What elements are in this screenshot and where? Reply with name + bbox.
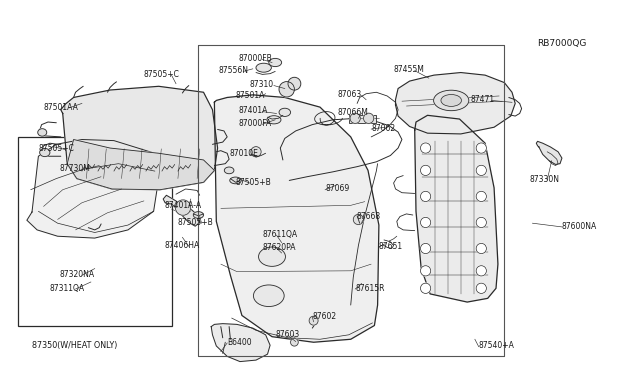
Circle shape bbox=[420, 283, 431, 294]
Text: 87730M: 87730M bbox=[60, 164, 90, 173]
Text: 87651: 87651 bbox=[379, 242, 403, 251]
Text: 87066M: 87066M bbox=[338, 108, 369, 117]
Text: 87501A: 87501A bbox=[236, 92, 265, 100]
Text: 87505+C: 87505+C bbox=[38, 144, 74, 153]
Circle shape bbox=[420, 243, 431, 254]
Text: 87330N: 87330N bbox=[530, 175, 560, 184]
Text: 87471: 87471 bbox=[470, 95, 495, 104]
Polygon shape bbox=[163, 195, 200, 226]
Text: 87063: 87063 bbox=[338, 90, 362, 99]
Text: 87311QA: 87311QA bbox=[50, 284, 85, 293]
Ellipse shape bbox=[279, 108, 291, 116]
Ellipse shape bbox=[441, 94, 461, 106]
Ellipse shape bbox=[225, 167, 234, 174]
Polygon shape bbox=[536, 141, 562, 164]
Circle shape bbox=[420, 191, 431, 202]
Circle shape bbox=[291, 339, 298, 346]
Circle shape bbox=[420, 165, 431, 176]
Circle shape bbox=[175, 200, 191, 215]
Text: 87000FB: 87000FB bbox=[238, 54, 272, 63]
Ellipse shape bbox=[193, 212, 204, 218]
Circle shape bbox=[420, 143, 431, 153]
Ellipse shape bbox=[40, 148, 50, 157]
Text: 87501AA: 87501AA bbox=[44, 103, 78, 112]
Ellipse shape bbox=[259, 247, 285, 266]
Text: 87505+C: 87505+C bbox=[144, 70, 180, 79]
Text: 87455M: 87455M bbox=[394, 65, 424, 74]
Text: 87603: 87603 bbox=[275, 330, 300, 339]
Polygon shape bbox=[27, 140, 159, 238]
Circle shape bbox=[364, 113, 374, 124]
Polygon shape bbox=[396, 73, 515, 134]
Polygon shape bbox=[415, 115, 498, 302]
Text: 87310: 87310 bbox=[250, 80, 274, 89]
Circle shape bbox=[476, 283, 486, 294]
Text: 87602: 87602 bbox=[312, 312, 337, 321]
Polygon shape bbox=[67, 140, 214, 190]
Circle shape bbox=[476, 243, 486, 254]
Circle shape bbox=[353, 214, 364, 225]
Text: B6400: B6400 bbox=[227, 338, 252, 347]
Text: 87611QA: 87611QA bbox=[262, 230, 298, 239]
Ellipse shape bbox=[38, 129, 47, 136]
Text: 87000FA: 87000FA bbox=[238, 119, 271, 128]
Circle shape bbox=[476, 266, 486, 276]
Ellipse shape bbox=[253, 285, 284, 307]
Text: 87350(W/HEAT ONLY): 87350(W/HEAT ONLY) bbox=[32, 341, 117, 350]
Ellipse shape bbox=[269, 58, 282, 67]
Polygon shape bbox=[61, 86, 218, 190]
Ellipse shape bbox=[256, 63, 271, 72]
Circle shape bbox=[476, 143, 486, 153]
Circle shape bbox=[288, 77, 301, 90]
Text: 87600NA: 87600NA bbox=[562, 222, 597, 231]
Text: RB7000QG: RB7000QG bbox=[538, 39, 587, 48]
Text: 87556N: 87556N bbox=[219, 66, 249, 75]
Text: 87505+B: 87505+B bbox=[236, 178, 271, 187]
Text: 87620PA: 87620PA bbox=[262, 243, 296, 252]
Circle shape bbox=[476, 191, 486, 202]
Text: 87540+A: 87540+A bbox=[479, 341, 515, 350]
Text: 87010E: 87010E bbox=[229, 149, 258, 158]
Circle shape bbox=[420, 217, 431, 228]
Text: 87062: 87062 bbox=[371, 124, 396, 133]
Circle shape bbox=[251, 147, 261, 157]
Polygon shape bbox=[211, 324, 270, 362]
Bar bbox=[349, 115, 376, 123]
Polygon shape bbox=[214, 95, 379, 342]
Bar bbox=[18, 137, 172, 326]
Text: 87069: 87069 bbox=[325, 185, 349, 193]
Text: 87406HA: 87406HA bbox=[164, 241, 200, 250]
Text: 87401A: 87401A bbox=[238, 106, 268, 115]
Ellipse shape bbox=[434, 90, 468, 111]
Text: 87320NA: 87320NA bbox=[60, 270, 95, 279]
Text: 87401A-A: 87401A-A bbox=[164, 201, 202, 210]
Text: 87668: 87668 bbox=[356, 212, 381, 221]
Ellipse shape bbox=[267, 116, 281, 124]
Circle shape bbox=[279, 81, 294, 97]
Ellipse shape bbox=[230, 177, 241, 184]
Circle shape bbox=[420, 266, 431, 276]
Text: 87505+B: 87505+B bbox=[178, 218, 214, 227]
Circle shape bbox=[476, 217, 486, 228]
Circle shape bbox=[350, 113, 360, 124]
Circle shape bbox=[476, 165, 486, 176]
Circle shape bbox=[309, 316, 318, 325]
Text: 87615R: 87615R bbox=[355, 284, 385, 293]
